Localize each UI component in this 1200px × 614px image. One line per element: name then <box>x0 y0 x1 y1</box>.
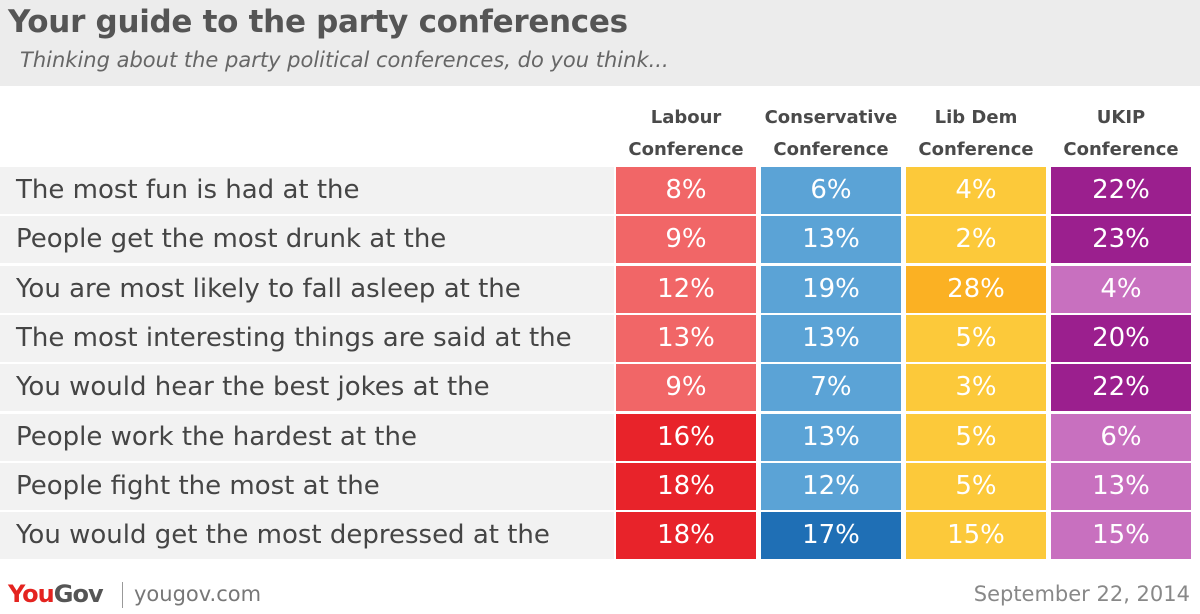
value-cell: 13% <box>761 315 901 362</box>
row-label: You are most likely to fall asleep at th… <box>16 266 521 313</box>
value-cell: 20% <box>1051 315 1191 362</box>
footer-url: yougov.com <box>134 582 261 606</box>
value-cell: 15% <box>1051 512 1191 559</box>
value-cell: 13% <box>616 315 756 362</box>
column-header: Labour Conference <box>616 102 756 166</box>
column-header: Lib Dem Conference <box>906 102 1046 166</box>
value-cell: 8% <box>616 167 756 214</box>
yougov-logo: YouGov <box>8 580 103 608</box>
value-cell: 5% <box>906 414 1046 461</box>
value-cell: 13% <box>761 414 901 461</box>
value-cell: 18% <box>616 512 756 559</box>
value-cell: 13% <box>761 216 901 263</box>
column-header-line2: Conference <box>1051 134 1191 166</box>
column-header-line2: Conference <box>906 134 1046 166</box>
row-label: You would get the most depressed at the <box>16 512 550 559</box>
value-cell: 13% <box>1051 463 1191 510</box>
value-cell: 5% <box>906 315 1046 362</box>
value-cell: 18% <box>616 463 756 510</box>
header-band: Your guide to the party conferences Thin… <box>0 0 1200 86</box>
row-label: People get the most drunk at the <box>16 216 446 263</box>
value-cell: 3% <box>906 364 1046 411</box>
row-label: You would hear the best jokes at the <box>16 364 490 411</box>
row-label: People work the hardest at the <box>16 414 417 461</box>
value-cell: 19% <box>761 266 901 313</box>
column-header-line2: Conference <box>761 134 901 166</box>
value-cell: 22% <box>1051 364 1191 411</box>
value-cell: 9% <box>616 216 756 263</box>
row-label: People fight the most at the <box>16 463 380 510</box>
value-cell: 28% <box>906 266 1046 313</box>
column-header-line2: Conference <box>616 134 756 166</box>
value-cell: 12% <box>616 266 756 313</box>
column-header-line1: UKIP <box>1051 102 1191 134</box>
row-label: The most fun is had at the <box>16 167 360 214</box>
value-cell: 9% <box>616 364 756 411</box>
value-cell: 6% <box>761 167 901 214</box>
value-cell: 7% <box>761 364 901 411</box>
logo-gov: Gov <box>54 580 103 608</box>
value-cell: 15% <box>906 512 1046 559</box>
footer-date: September 22, 2014 <box>974 582 1190 606</box>
value-cell: 17% <box>761 512 901 559</box>
value-cell: 16% <box>616 414 756 461</box>
footer-divider <box>122 582 123 608</box>
chart-subtitle: Thinking about the party political confe… <box>20 48 669 72</box>
column-header-line1: Lib Dem <box>906 102 1046 134</box>
value-cell: 6% <box>1051 414 1191 461</box>
value-cell: 22% <box>1051 167 1191 214</box>
column-header: UKIP Conference <box>1051 102 1191 166</box>
value-cell: 2% <box>906 216 1046 263</box>
value-cell: 4% <box>1051 266 1191 313</box>
value-cell: 4% <box>906 167 1046 214</box>
column-header: Conservative Conference <box>761 102 901 166</box>
column-header-line1: Labour <box>616 102 756 134</box>
logo-you: You <box>8 580 54 608</box>
row-label: The most interesting things are said at … <box>16 315 572 362</box>
value-cell: 12% <box>761 463 901 510</box>
value-cell: 23% <box>1051 216 1191 263</box>
value-cell: 5% <box>906 463 1046 510</box>
column-header-line1: Conservative <box>761 102 901 134</box>
chart-title: Your guide to the party conferences <box>8 4 628 40</box>
